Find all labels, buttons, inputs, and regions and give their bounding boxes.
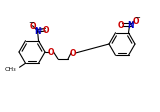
Text: N: N bbox=[34, 27, 41, 36]
Text: O: O bbox=[118, 21, 124, 30]
Text: −: − bbox=[28, 20, 34, 26]
Text: +: + bbox=[38, 27, 42, 31]
Text: CH₃: CH₃ bbox=[5, 66, 16, 71]
Text: N: N bbox=[127, 21, 134, 30]
Text: O: O bbox=[43, 26, 49, 35]
Text: O: O bbox=[48, 48, 54, 57]
Text: +: + bbox=[131, 21, 135, 26]
Text: O: O bbox=[29, 22, 36, 30]
Text: O: O bbox=[70, 49, 76, 58]
Text: −: − bbox=[134, 15, 140, 21]
Text: O: O bbox=[132, 17, 139, 26]
